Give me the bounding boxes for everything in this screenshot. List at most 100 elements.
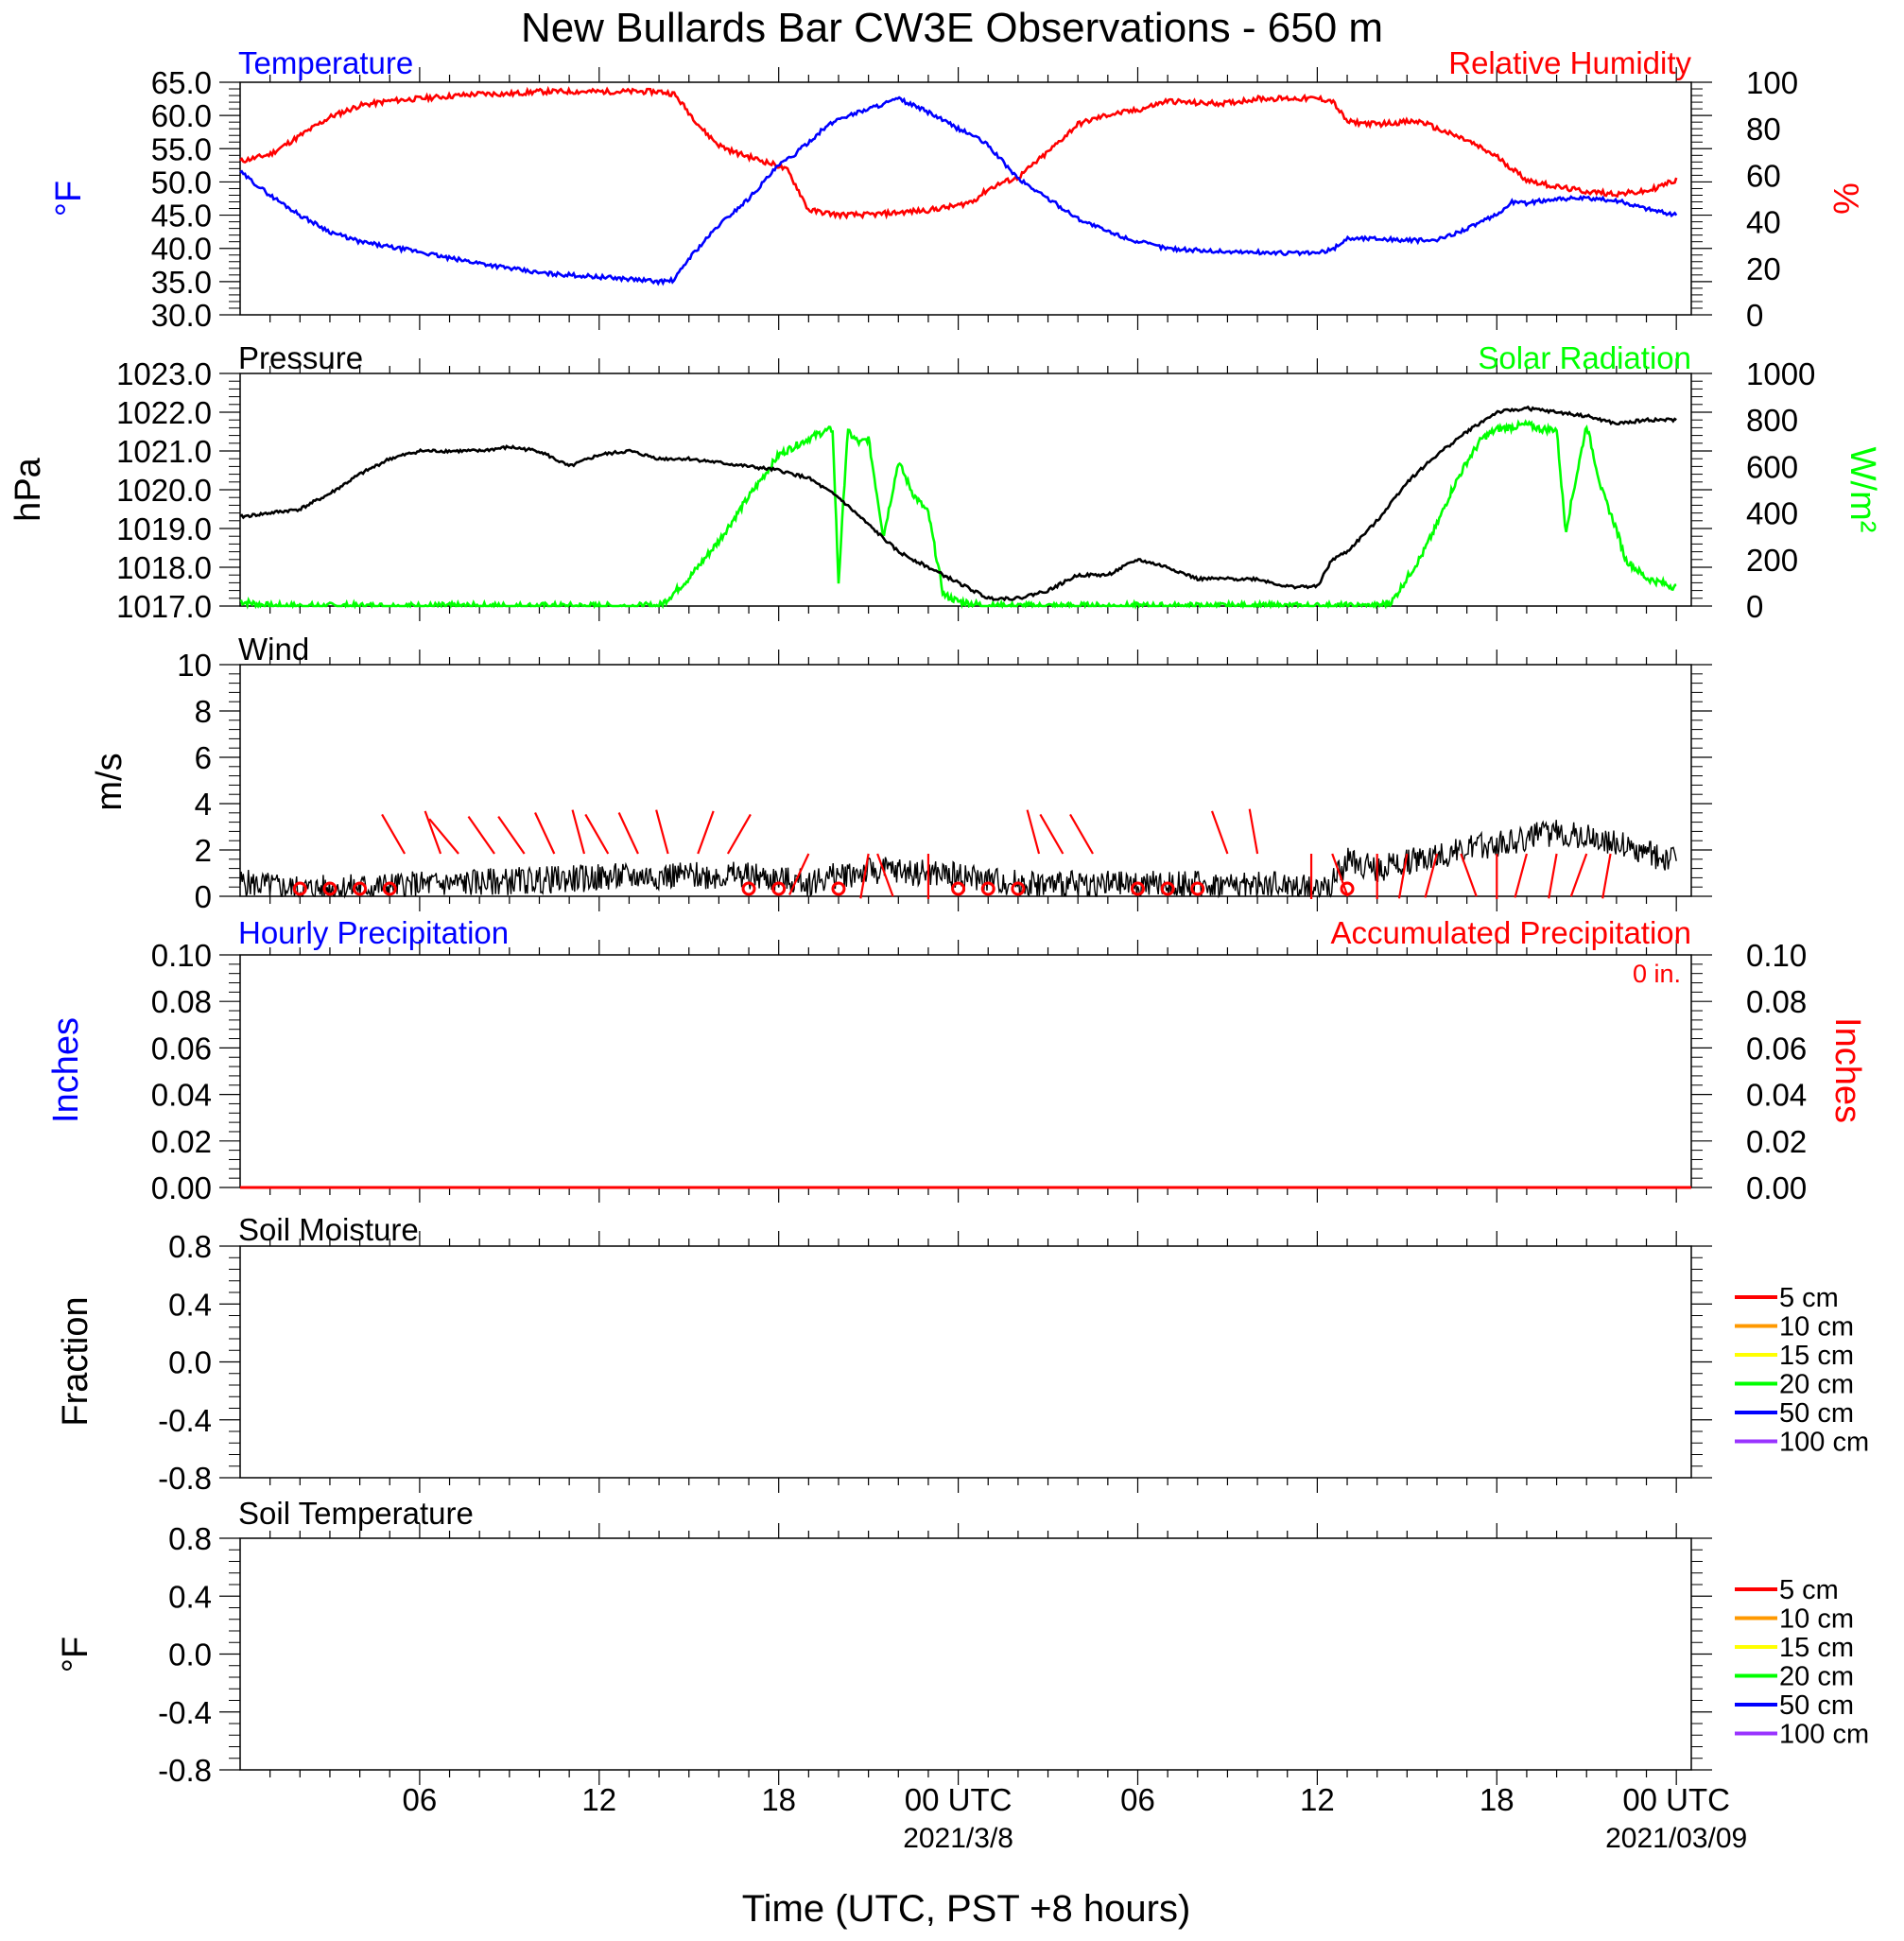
y-right-tick-label: 1000 [1746,356,1815,391]
y-right-tick-label: 80 [1746,112,1781,147]
legend-label: 20 cm [1779,1662,1854,1692]
wind-calm-marker [322,881,338,896]
y-right-tick-label: 60 [1746,158,1781,193]
y-tick-label: 10 [177,648,212,683]
solar-title: Solar Radiation [1478,340,1691,375]
wind-calm-marker [1160,881,1175,896]
y-right-tick-label: 0.08 [1746,984,1807,1019]
soil-moisture-title: Soil Moisture [238,1212,419,1247]
y-right-tick-label: 800 [1746,403,1798,438]
y-tick-label: 0.0 [168,1638,212,1672]
wind-barb [859,853,870,899]
y-right-tick-label: 100 [1746,65,1798,100]
y-tick-label: 35.0 [151,265,212,300]
wind-barb [467,816,495,855]
y-tick-label: 30.0 [151,298,212,333]
hourly-precip-ylabel: Inches [46,1017,86,1123]
wind-calm-marker [353,881,368,896]
wind-calm-marker [1011,881,1026,896]
y-right-tick-label: 0.00 [1746,1170,1807,1205]
x-tick-label: 00 UTC [905,1782,1013,1817]
y-right-tick-label: 40 [1746,205,1781,240]
soil-temperature-ylabel: °F [56,1637,95,1672]
y-tick-label: 6 [195,740,212,775]
legend-label: 100 cm [1779,1428,1869,1458]
y-right-tick-label: 0 [1746,298,1763,333]
y-right-tick-label: 20 [1746,251,1781,286]
y-tick-label: 2 [195,833,212,868]
legend-label: 20 cm [1779,1370,1854,1400]
wind-barb [1569,853,1588,897]
y-tick-label: 0.08 [151,984,212,1019]
wind-calm-marker [1190,881,1205,896]
wind-calm-marker [292,881,307,896]
x-tick-label: 18 [1480,1782,1515,1817]
wind-barb [1331,853,1349,897]
temperature-panel: 65.060.055.050.045.040.035.030.0 100 80 60 4… [151,65,1798,333]
y-right-tick-label: 0.02 [1746,1124,1807,1159]
wind-ylabel: m/s [90,753,130,810]
y-tick-label: 1019.0 [116,511,212,546]
wind-barb [655,809,669,855]
y-tick-label: 0.4 [168,1579,212,1614]
humidity-line [239,85,1678,220]
y-right-tick-label: 0.04 [1746,1078,1807,1113]
plot-frame [239,954,1692,1188]
wind-calm-marker [382,881,397,896]
wind-barb [617,812,639,855]
wind-barb [697,810,715,855]
y-tick-label: 8 [195,694,212,729]
wind-calm-marker [771,881,787,896]
y-tick-label: 60.0 [151,98,212,133]
accum-precip-title: Accumulated Precipitation [1330,915,1691,950]
pressure-title: Pressure [238,340,363,375]
plot-frame [239,1245,1692,1479]
wind-barb [381,813,407,855]
wind-calm-marker [951,881,966,896]
y-tick-label: -0.4 [158,1403,212,1438]
wind-barb [1424,853,1439,898]
wind-barb [428,818,459,855]
legend-label: 10 cm [1779,1604,1854,1635]
legend-label: 50 cm [1779,1690,1854,1721]
wind-barb [584,813,610,855]
wind-barb [1210,810,1229,855]
temperature-line [239,95,1678,286]
y-tick-label: 55.0 [151,131,212,166]
y-right-tick-label: 0.10 [1746,938,1807,973]
y-right-tick-label: 0 [1746,589,1763,624]
plot-frame [239,373,1692,607]
x-axis-label: Time (UTC, PST +8 hours) [742,1888,1191,1930]
y-tick-label: -0.4 [158,1695,212,1730]
x-tick-label: 06 [403,1782,438,1817]
wind-panel: 10 8 6 4 2 0 [177,648,1712,914]
y-right-tick-label: 600 [1746,449,1798,484]
y-tick-label: -0.8 [158,1461,212,1496]
chart-title: New Bullards Bar CW3E Observations - 650… [521,5,1383,51]
temperature-ylabel: °F [49,181,89,217]
wind-barb [1601,853,1612,899]
x-tick-label: 06 [1120,1782,1155,1817]
y-right-tick-label: 0.06 [1746,1031,1807,1066]
wind-barb [534,812,556,855]
y-tick-label: 65.0 [151,65,212,100]
y-tick-label: 1020.0 [116,473,212,508]
solar-ylabel: W/m² [1843,447,1882,533]
x-tick-label: 12 [1300,1782,1335,1817]
x-tick-label: 00 UTC [1622,1782,1730,1817]
wind-barb [497,816,526,855]
y-tick-label: 0.06 [151,1031,212,1066]
y-tick-label: 45.0 [151,199,212,234]
plot-frame [239,1537,1692,1771]
humidity-title: Relative Humidity [1448,45,1691,80]
wind-barb [1039,813,1065,855]
wind-barb [571,809,586,855]
legend-label: 100 cm [1779,1720,1869,1750]
humidity-ylabel: % [1826,182,1865,215]
y-tick-label: 1023.0 [116,356,212,391]
y-tick-label: 1018.0 [116,550,212,585]
legend-label: 5 cm [1779,1283,1839,1313]
